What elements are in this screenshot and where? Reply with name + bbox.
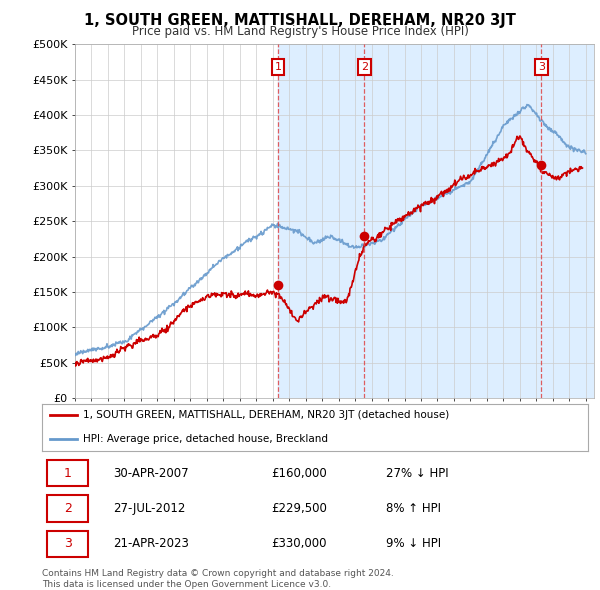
Text: 27% ↓ HPI: 27% ↓ HPI bbox=[386, 467, 449, 480]
Text: 3: 3 bbox=[64, 537, 72, 550]
Text: 9% ↓ HPI: 9% ↓ HPI bbox=[386, 537, 441, 550]
Text: 2: 2 bbox=[361, 62, 368, 72]
Text: Price paid vs. HM Land Registry's House Price Index (HPI): Price paid vs. HM Land Registry's House … bbox=[131, 25, 469, 38]
FancyBboxPatch shape bbox=[47, 460, 88, 486]
Text: £160,000: £160,000 bbox=[271, 467, 327, 480]
Text: 30-APR-2007: 30-APR-2007 bbox=[113, 467, 188, 480]
Bar bbox=[278, 44, 364, 398]
Text: Contains HM Land Registry data © Crown copyright and database right 2024.
This d: Contains HM Land Registry data © Crown c… bbox=[42, 569, 394, 589]
Text: 3: 3 bbox=[538, 62, 545, 72]
FancyBboxPatch shape bbox=[47, 531, 88, 557]
Text: £229,500: £229,500 bbox=[271, 502, 327, 515]
Text: 8% ↑ HPI: 8% ↑ HPI bbox=[386, 502, 441, 515]
Text: 1: 1 bbox=[275, 62, 281, 72]
Text: 21-APR-2023: 21-APR-2023 bbox=[113, 537, 189, 550]
FancyBboxPatch shape bbox=[47, 496, 88, 522]
Text: 1, SOUTH GREEN, MATTISHALL, DEREHAM, NR20 3JT: 1, SOUTH GREEN, MATTISHALL, DEREHAM, NR2… bbox=[84, 13, 516, 28]
Text: 2: 2 bbox=[64, 502, 72, 515]
Text: £330,000: £330,000 bbox=[271, 537, 327, 550]
Text: 1, SOUTH GREEN, MATTISHALL, DEREHAM, NR20 3JT (detached house): 1, SOUTH GREEN, MATTISHALL, DEREHAM, NR2… bbox=[83, 411, 449, 420]
Text: 1: 1 bbox=[64, 467, 72, 480]
Text: HPI: Average price, detached house, Breckland: HPI: Average price, detached house, Brec… bbox=[83, 434, 328, 444]
Text: 27-JUL-2012: 27-JUL-2012 bbox=[113, 502, 185, 515]
Bar bbox=[364, 44, 541, 398]
Bar bbox=[541, 44, 594, 398]
